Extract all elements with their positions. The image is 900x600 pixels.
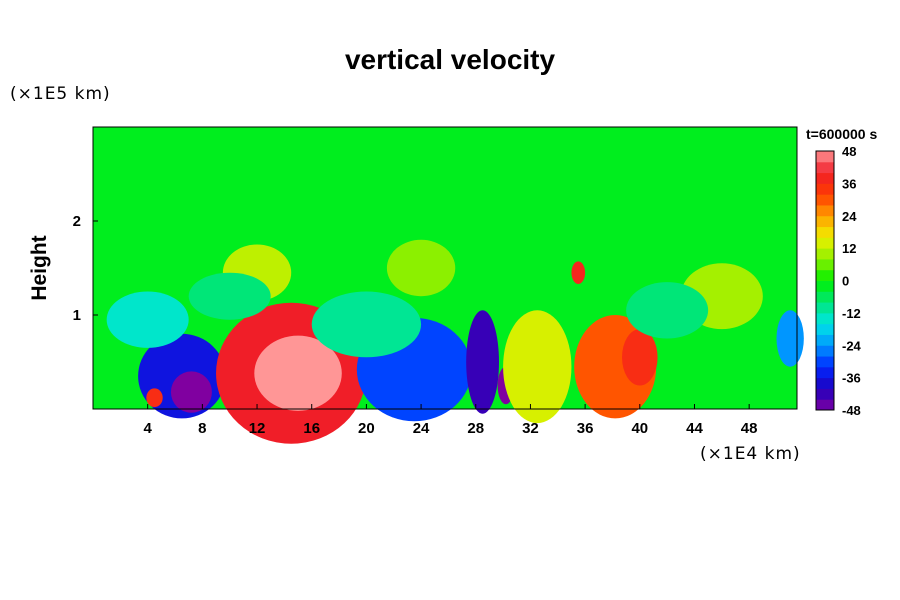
x-tick-label: 12 xyxy=(249,420,266,437)
field-feature-18 xyxy=(188,272,271,320)
x-tick-label: 48 xyxy=(741,420,758,437)
colorbar-tick-label: 48 xyxy=(842,144,856,159)
y-unit-label: (×1E5 km) xyxy=(10,84,111,104)
field-feature-15 xyxy=(776,310,804,367)
x-tick-label: 40 xyxy=(631,420,648,437)
colorbar-band xyxy=(816,183,834,195)
colorbar-band xyxy=(816,312,834,325)
colorbar-band xyxy=(816,226,834,238)
time-label: t=600000 s xyxy=(806,126,878,142)
x-tick-label: 20 xyxy=(358,420,375,437)
colorbar-band xyxy=(816,388,834,400)
field-feature-13 xyxy=(386,239,456,297)
colorbar-band xyxy=(816,161,834,174)
colorbar-band xyxy=(816,248,834,260)
chart-title: vertical velocity xyxy=(344,44,556,75)
field-feature-8 xyxy=(503,310,572,424)
x-tick-label: 24 xyxy=(413,420,430,437)
x-tick-label: 36 xyxy=(577,420,594,437)
colorbar-band xyxy=(816,323,834,335)
colorbar-band xyxy=(816,258,834,271)
colorbar-band xyxy=(816,280,834,292)
field-feature-2 xyxy=(146,388,163,408)
field-feature-19 xyxy=(626,282,709,339)
colorbar-band xyxy=(816,366,834,379)
colorbar-tick-label: 36 xyxy=(842,176,856,191)
colorbar-border xyxy=(815,150,835,411)
colorbar-tick-label: 24 xyxy=(842,209,857,224)
colorbar-band xyxy=(816,194,834,206)
colorbar-tick-label: -48 xyxy=(842,403,861,418)
colorbar-tick-label: -36 xyxy=(842,371,861,386)
colorbar-band xyxy=(816,269,834,281)
colorbar-band xyxy=(816,399,834,411)
colorbar-band xyxy=(816,215,834,228)
y-tick-label: 2 xyxy=(73,213,81,230)
colorbar-band xyxy=(816,291,834,303)
colorbar-tick-label: 12 xyxy=(842,241,856,256)
colorbar: 48 36 24 12 0 -12 -24 -36 -48 xyxy=(815,144,862,418)
colorbar-band xyxy=(816,356,834,368)
y-tick-label: 1 xyxy=(73,307,81,324)
x-tick-label: 28 xyxy=(467,420,484,437)
field-feature-11 xyxy=(571,261,586,284)
x-tick-label: 32 xyxy=(522,420,539,437)
x-tick-label: 4 xyxy=(144,420,153,437)
colorbar-band xyxy=(816,237,834,249)
colorbar-band xyxy=(816,172,834,184)
field-feature-6 xyxy=(466,310,499,414)
x-tick-label: 16 xyxy=(303,420,320,437)
colorbar-tick-label: -24 xyxy=(842,338,862,353)
x-axis: 4 8 12 16 20 24 28 32 36 40 44 48 xyxy=(144,404,758,437)
colorbar-band xyxy=(816,204,834,217)
field-feature-1 xyxy=(170,371,212,413)
field-feature-17 xyxy=(311,291,422,358)
x-tick-label: 8 xyxy=(198,420,206,437)
x-tick-label: 44 xyxy=(686,420,703,437)
colorbar-band xyxy=(816,345,834,357)
colorbar-tick-label: -12 xyxy=(842,306,861,321)
colorbar-band xyxy=(816,377,834,389)
plot-field xyxy=(93,127,804,444)
field-feature-4 xyxy=(254,335,342,411)
colorbar-band xyxy=(816,151,834,163)
field-feature-10 xyxy=(622,329,658,386)
colorbar-tick-label: 0 xyxy=(842,274,849,289)
x-unit-label: (×1E4 km) xyxy=(700,444,801,464)
colorbar-band xyxy=(816,334,834,346)
plot-border xyxy=(92,126,798,410)
colorbar-band xyxy=(816,302,834,314)
field-feature-16 xyxy=(106,291,189,348)
y-axis: 12 xyxy=(73,213,98,324)
